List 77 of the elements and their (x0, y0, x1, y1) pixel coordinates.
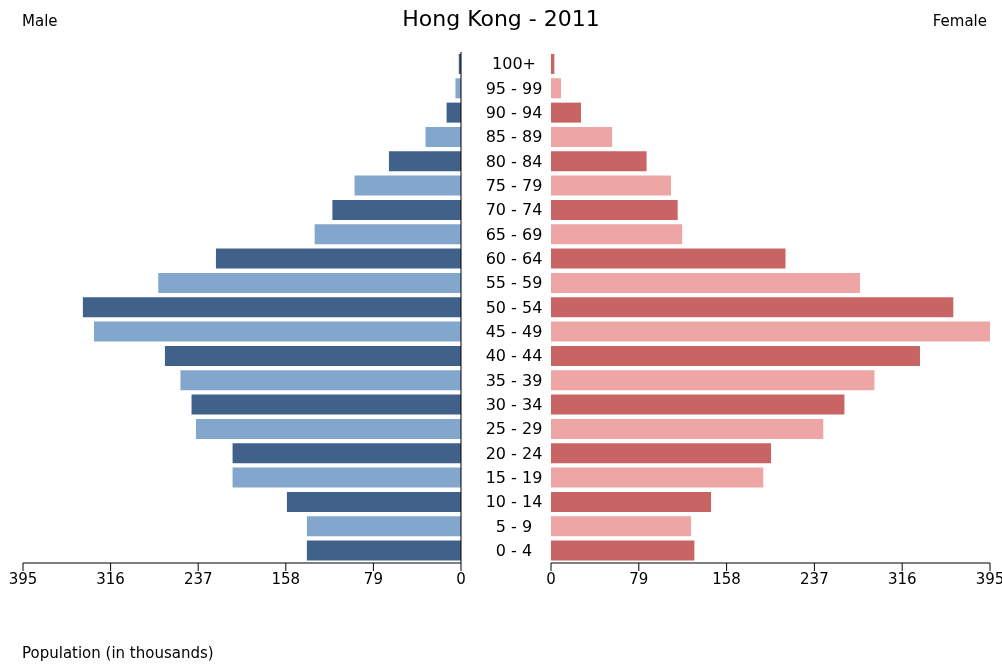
bar (455, 78, 461, 99)
bar (551, 443, 772, 464)
bar (314, 224, 461, 245)
bar (551, 297, 954, 318)
bar (551, 175, 672, 196)
y-tick-label: 10 - 14 (485, 492, 543, 512)
bar (551, 418, 824, 439)
y-tick-label: 50 - 54 (485, 297, 543, 317)
bar (286, 491, 461, 512)
text: Male (22, 12, 58, 30)
x-tick-label: 395 (8, 569, 38, 588)
bar (551, 224, 683, 245)
bar (551, 126, 613, 147)
bar (306, 540, 461, 561)
y-tick-label: 40 - 44 (485, 346, 543, 366)
bar (354, 175, 461, 196)
bar (446, 102, 461, 123)
x-tick-label: 158 (271, 569, 301, 588)
bar (551, 516, 692, 537)
bar (551, 199, 678, 220)
y-tick-label: 0 - 4 (495, 540, 533, 560)
x-tick-label: 158 (712, 569, 741, 588)
y-tick-label: 5 - 9 (495, 516, 533, 536)
y-tick-label: 65 - 69 (485, 224, 543, 244)
bar (551, 345, 920, 366)
bar (232, 467, 461, 488)
bar (551, 53, 555, 74)
bar (164, 345, 461, 366)
y-tick-label: 70 - 74 (485, 200, 543, 220)
bar (551, 78, 561, 99)
x-tick-label: 316 (96, 569, 125, 588)
y-tick-label: 35 - 39 (485, 370, 543, 390)
x-tick-label: 79 (629, 569, 649, 588)
x-tick-label: 0 (546, 569, 556, 588)
bar (82, 297, 461, 318)
y-tick-label: 45 - 49 (485, 321, 543, 341)
y-tick-label: 20 - 24 (485, 443, 543, 463)
y-tick-label: 60 - 64 (485, 248, 543, 268)
bar (551, 321, 990, 342)
text: Female (932, 12, 987, 30)
bar (551, 272, 860, 293)
x-tick-label: 237 (800, 569, 829, 588)
x-tick-label: 316 (887, 569, 917, 588)
y-tick-label: 100+ (492, 54, 536, 74)
bar (180, 370, 461, 391)
bar (191, 394, 461, 415)
y-tick-label: 30 - 34 (485, 394, 543, 414)
bar (551, 394, 845, 415)
chart-title: Hong Kong - 2011 (402, 6, 600, 31)
bar (215, 248, 461, 269)
x-tick-label: 0 (456, 569, 466, 588)
bar (551, 102, 582, 123)
bar (93, 321, 461, 342)
bar (551, 467, 764, 488)
y-tick-label: 90 - 94 (485, 102, 543, 122)
x-tick-label: 237 (183, 569, 213, 588)
bar (158, 272, 461, 293)
x-tick-label: 79 (363, 569, 383, 588)
bar (551, 491, 712, 512)
bar (425, 126, 461, 147)
y-tick-label: 25 - 29 (485, 419, 543, 439)
bar (388, 151, 461, 172)
bar (306, 516, 461, 537)
y-tick-label: 55 - 59 (485, 273, 543, 293)
bar (551, 151, 647, 172)
bar (551, 540, 695, 561)
x-axis-title: Population (in thousands) (22, 644, 214, 662)
y-tick-label: 95 - 99 (485, 78, 543, 98)
bar (551, 370, 875, 391)
bar (195, 418, 461, 439)
y-tick-label: 75 - 79 (485, 175, 543, 195)
bar (551, 248, 786, 269)
y-tick-label: 85 - 89 (485, 127, 543, 147)
y-tick-label: 80 - 84 (485, 151, 543, 171)
y-tick-label: 15 - 19 (485, 467, 543, 487)
bar (232, 443, 461, 464)
bar (332, 199, 461, 220)
